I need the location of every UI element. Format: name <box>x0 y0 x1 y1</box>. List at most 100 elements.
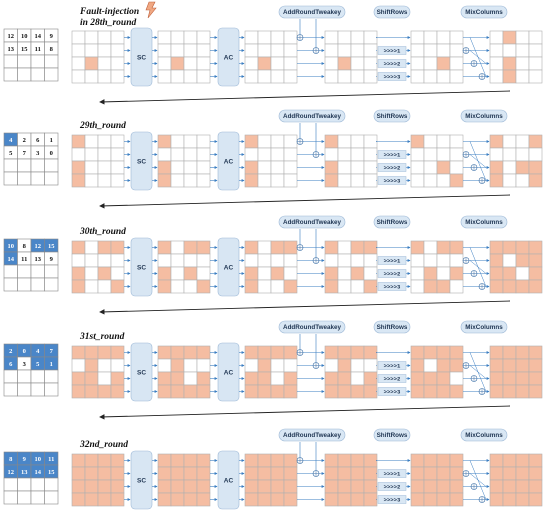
active-cell <box>270 266 285 281</box>
active-cell <box>502 479 517 494</box>
active-cell <box>170 345 185 360</box>
state-cell <box>410 69 425 84</box>
state-cell <box>436 30 451 45</box>
state-cell <box>257 30 272 45</box>
state-cell <box>489 147 504 162</box>
active-cell <box>97 266 112 281</box>
active-cell <box>489 466 504 481</box>
state-cell <box>257 160 272 175</box>
key-index: 1 <box>50 137 53 144</box>
active-cell <box>170 466 185 481</box>
sc-label: SC <box>137 55 146 62</box>
active-cell <box>97 345 112 360</box>
state-cell <box>449 253 464 268</box>
mix-wire <box>469 365 487 379</box>
shift-label: >>>>2 <box>384 271 401 278</box>
add-round-tweakey-label-shape <box>278 428 346 442</box>
state-cell <box>196 173 211 188</box>
key-cell <box>44 158 59 173</box>
active-cell <box>196 279 211 294</box>
active-cell <box>244 240 259 255</box>
active-cell <box>244 479 259 494</box>
add-round-tweakey-label-label: AddRoundTweakey <box>283 219 341 226</box>
active-cell <box>283 479 298 494</box>
key-index: 9 <box>50 256 54 263</box>
active-cell <box>436 384 451 399</box>
active-cell <box>244 371 259 386</box>
active-cell <box>183 266 198 281</box>
state-cell <box>489 69 504 84</box>
key-cell <box>17 382 32 397</box>
key-cell <box>30 490 45 505</box>
state-grid-3 <box>244 134 298 188</box>
shift-rows-label-label: ShiftRows <box>377 432 408 439</box>
key-index: 15 <box>48 243 55 250</box>
active-cell <box>423 492 438 507</box>
key-cell <box>30 369 45 384</box>
state-cell <box>244 43 259 58</box>
key-cell <box>44 490 59 505</box>
active-cell <box>337 492 352 507</box>
active-cell <box>502 466 517 481</box>
state-grid-5 <box>410 240 464 294</box>
state-cell <box>157 30 172 45</box>
shift-box <box>377 469 407 478</box>
key-index: 10 <box>35 456 42 463</box>
active-cell <box>423 371 438 386</box>
active-cell <box>244 492 259 507</box>
state-cell <box>97 69 112 84</box>
active-cell <box>244 266 259 281</box>
active-cell <box>449 345 464 360</box>
active-cell <box>363 384 378 399</box>
shift-rows-label-shape <box>373 320 411 334</box>
active-cell <box>436 466 451 481</box>
active-cell <box>324 466 339 481</box>
active-cell <box>157 492 172 507</box>
add-round-tweakey-label-label: AddRoundTweakey <box>283 113 341 120</box>
state-grid-3 <box>244 30 298 84</box>
state-cell <box>363 69 378 84</box>
state-cell <box>449 134 464 149</box>
active-cell <box>270 384 285 399</box>
state-cell <box>337 43 352 58</box>
active-cell <box>71 134 86 149</box>
key-index: 8 <box>50 46 54 53</box>
state-cell <box>196 358 211 373</box>
active-cell <box>528 266 543 281</box>
state-cell <box>110 266 125 281</box>
active-cell <box>244 279 259 294</box>
shift-box <box>377 72 407 81</box>
state-cell <box>196 43 211 58</box>
tweakey-table: 8 9 10 11 12 13 14 15 <box>3 451 59 505</box>
key-cell <box>30 171 45 186</box>
state-cell <box>449 147 464 162</box>
sc-box <box>130 450 153 510</box>
active-cell <box>270 345 285 360</box>
key-cell <box>3 171 18 186</box>
state-cell <box>515 43 530 58</box>
state-cell <box>157 147 172 162</box>
mix-columns-label: MixColumns <box>460 215 508 229</box>
sc-box <box>130 131 153 191</box>
active-cell <box>324 160 339 175</box>
state-cell <box>183 253 198 268</box>
state-cell <box>515 134 530 149</box>
shift-rows-label-label: ShiftRows <box>377 113 408 120</box>
active-cell <box>110 279 125 294</box>
shift-label: >>>>3 <box>384 284 401 291</box>
active-cell <box>283 345 298 360</box>
active-cell <box>410 345 425 360</box>
active-cell <box>170 453 185 468</box>
state-cell <box>337 69 352 84</box>
active-cell <box>515 453 530 468</box>
active-cell <box>183 466 198 481</box>
state-cell <box>270 134 285 149</box>
active-cell <box>84 492 99 507</box>
mix-columns-label-label: MixColumns <box>465 113 503 120</box>
active-cell <box>423 384 438 399</box>
state-cell <box>528 69 543 84</box>
state-cell <box>502 173 517 188</box>
round-row-1: 12 10 14 9 13 15 11 8 SC AC AddRoundTweakey ShiftRo… <box>3 5 543 105</box>
state-cell <box>283 358 298 373</box>
state-cell <box>283 69 298 84</box>
